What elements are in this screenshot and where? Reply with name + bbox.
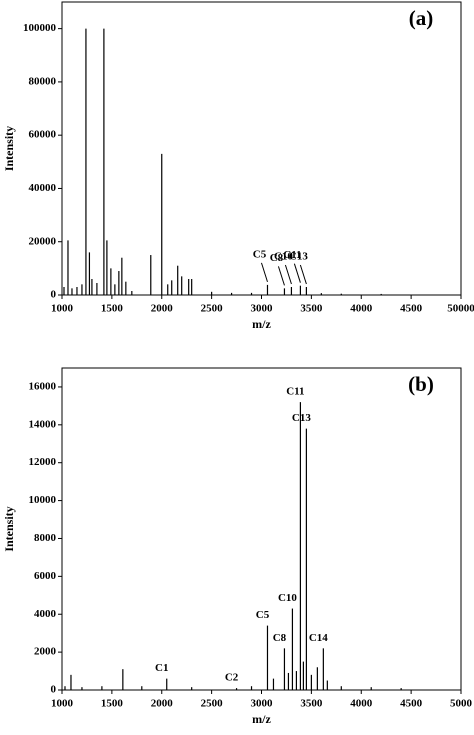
y-tick-label: 10000 xyxy=(29,494,57,506)
y-axis-label: Intensity xyxy=(2,506,16,551)
y-tick-label: 0 xyxy=(51,289,57,301)
peak-label: C10 xyxy=(278,592,297,604)
plot-frame xyxy=(61,367,462,691)
peak-label: C8 xyxy=(273,632,287,644)
peak-label: C10 xyxy=(274,251,293,263)
y-tick-label: 12000 xyxy=(29,456,57,468)
peak-label: C8 xyxy=(270,252,284,264)
x-tick-label: 4500 xyxy=(400,698,423,710)
peak-label: C13 xyxy=(292,412,311,424)
x-tick-label: 1500 xyxy=(101,303,124,315)
label-arrow xyxy=(277,266,285,286)
x-axis-label: m/z xyxy=(252,317,271,331)
label-arrow xyxy=(261,262,268,283)
y-axis-label: Intensity xyxy=(2,126,16,171)
y-tick-label: 2000 xyxy=(34,646,57,658)
x-tick-label: 50000 xyxy=(447,303,474,315)
y-tick-label: 60000 xyxy=(29,129,57,141)
x-tick-label: 5000 xyxy=(450,698,473,710)
x-tick-label: 3500 xyxy=(300,698,323,710)
label-arrow xyxy=(299,264,307,285)
x-tick-label: 4500 xyxy=(400,303,423,315)
x-tick-label: 1000 xyxy=(51,698,74,710)
y-tick-label: 4000 xyxy=(34,608,57,620)
y-tick-label: 40000 xyxy=(29,182,57,194)
peak-label: C14 xyxy=(309,632,328,644)
y-tick-label: 80000 xyxy=(29,75,57,87)
x-tick-label: 3000 xyxy=(251,303,274,315)
x-tick-label: 4000 xyxy=(350,698,373,710)
x-tick-label: 2000 xyxy=(151,698,174,710)
label-arrow xyxy=(293,263,301,283)
peak-label: C11 xyxy=(286,386,304,398)
peak-label: C5 xyxy=(256,609,270,621)
x-tick-label: 1500 xyxy=(101,698,124,710)
y-tick-label: 20000 xyxy=(29,235,57,247)
x-tick-label: 2000 xyxy=(151,303,174,315)
peak-label: C5 xyxy=(253,248,267,260)
peak-label: C2 xyxy=(225,672,239,684)
x-tick-label: 2500 xyxy=(201,698,224,710)
label-arrow xyxy=(284,264,292,285)
x-tick-label: 2500 xyxy=(201,303,224,315)
x-tick-label: 1000 xyxy=(51,303,74,315)
x-tick-label: 4000 xyxy=(350,303,373,315)
x-axis-label: m/z xyxy=(252,712,271,726)
peak-label: C11 xyxy=(283,249,301,261)
y-tick-label: 100000 xyxy=(23,22,57,34)
panel-label: (a) xyxy=(409,6,434,30)
y-tick-label: 0 xyxy=(51,684,57,696)
y-tick-label: 16000 xyxy=(29,380,57,392)
peak-label: C13 xyxy=(289,251,308,263)
peak-label: C1 xyxy=(155,662,168,674)
y-tick-label: 8000 xyxy=(34,532,57,544)
x-tick-label: 3500 xyxy=(300,303,323,315)
y-tick-label: 6000 xyxy=(34,570,57,582)
y-tick-label: 14000 xyxy=(29,418,57,430)
x-tick-label: 3000 xyxy=(251,698,274,710)
panel-label: (b) xyxy=(408,372,434,396)
